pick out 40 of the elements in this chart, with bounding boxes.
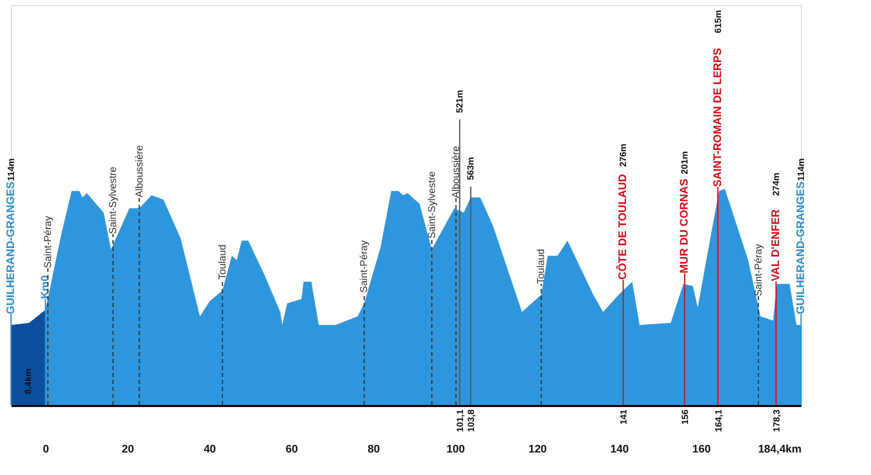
x-tick-label: 120 [528,444,547,456]
ref-line-label: GUILHERAND-GRANGES [795,182,807,314]
text: 521m [454,90,465,114]
ref-line-label: Alboussière [450,145,462,198]
ref-line-label: Saint-Péray [42,216,54,268]
x2-tick-label: 141 [618,410,629,425]
ref-line-label: Toulaud [536,248,548,284]
text: 276m [618,144,628,167]
text: 615m [712,10,723,34]
x2-tick-label: 101,1 [455,410,466,432]
ref-line-label: SAINT-ROMAIN DE LERPS [712,48,724,187]
ref-line-label: Saint-Sylvestre [426,170,438,239]
annotation: 8,4km [23,368,34,394]
ref-line-label: CÔTE DE TOULAUD [616,174,630,280]
x-tick-label: 160 [692,444,711,456]
text: 563m [466,157,476,180]
ref-line-label: Saint-Péray [359,240,370,293]
x-tick-label: 0 [42,444,49,456]
ref-line-label: GUILHERAND-GRANGES [5,182,17,314]
x2-tick-label: 156 [680,410,690,425]
ref-line-label: MUR DU CORNAS [678,178,691,274]
x-tick-label: 40 [204,444,216,456]
x-tick-label: 184,4km [758,444,802,456]
x-tick-label: 80 [368,444,380,456]
ref-line-label: Saint-Sylvestre [108,166,120,234]
x2-tick-label: 103,8 [466,410,476,432]
x-tick-label: 100 [446,444,465,456]
text: 201m [680,151,690,174]
ref-line-label: Toulaud [217,244,228,280]
ref-line-label: Alboussière [134,144,146,198]
x-tick-label: 60 [286,444,298,456]
ref-line-label: Saint-Péray [753,244,764,296]
x-tick-label: 140 [610,444,629,456]
ref-line-label: VAL D'ENFER [770,209,782,282]
text: 114m [796,158,806,181]
annotation: 274m [771,172,782,196]
text: 114m [6,158,16,181]
x-tick-label: 20 [122,444,134,456]
x2-tick-label: 178,3 [772,410,782,432]
x2-tick-label: 164,1 [713,410,724,432]
